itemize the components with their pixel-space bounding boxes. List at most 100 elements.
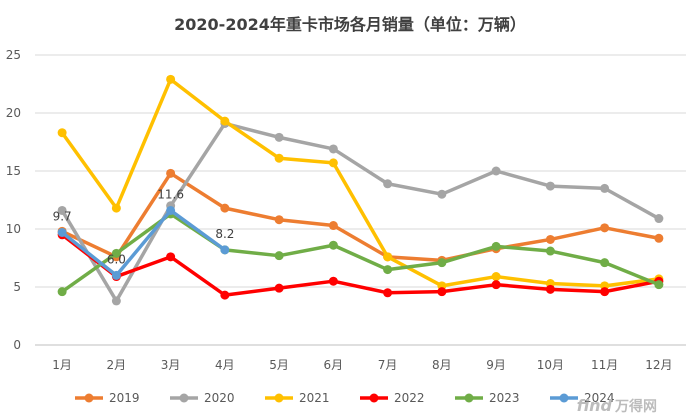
- data-point: [166, 252, 176, 262]
- legend-marker: [179, 393, 189, 403]
- legend-label: 2019: [109, 391, 140, 405]
- data-point: [383, 179, 393, 189]
- y-tick-label: 10: [6, 222, 21, 236]
- x-tick-label: 10月: [537, 358, 564, 372]
- data-point: [111, 203, 121, 213]
- y-tick-label: 0: [13, 338, 21, 352]
- legend-marker: [274, 393, 284, 403]
- data-point: [654, 233, 664, 243]
- data-point: [437, 287, 447, 297]
- data-label: 9.7: [53, 209, 72, 223]
- watermark-brand: find: [577, 396, 613, 415]
- data-point: [328, 144, 338, 154]
- data-point: [600, 223, 610, 233]
- data-point: [220, 290, 230, 300]
- legend-label: 2023: [489, 391, 520, 405]
- legend-label: 2021: [299, 391, 330, 405]
- data-point: [220, 203, 230, 213]
- data-point: [274, 132, 284, 142]
- data-point: [383, 252, 393, 262]
- data-point: [111, 296, 121, 306]
- data-point: [111, 248, 121, 258]
- series-line: [60, 233, 661, 297]
- x-tick-label: 4月: [215, 358, 235, 372]
- grid: [35, 54, 686, 346]
- data-point: [545, 284, 555, 294]
- data-point: [166, 168, 176, 178]
- data-labels: 9.7 6.0 11.6 8.2: [53, 187, 235, 266]
- legend-marker: [84, 393, 94, 403]
- y-tick-label: 25: [6, 48, 21, 62]
- data-point: [57, 128, 67, 138]
- series-line: [60, 77, 661, 288]
- data-point: [383, 288, 393, 298]
- data-label: 8.2: [215, 227, 234, 241]
- chart-title: 2020-2024年重卡市场各月销量（单位：万辆）: [174, 15, 526, 34]
- x-tick-label: 9月: [486, 358, 506, 372]
- y-tick-label: 20: [6, 106, 21, 120]
- y-tick-label: 5: [13, 280, 21, 294]
- series-line: [60, 212, 661, 294]
- data-point: [328, 240, 338, 250]
- x-tick-label: 11月: [591, 358, 618, 372]
- series-line: [60, 171, 661, 263]
- data-point: [328, 221, 338, 231]
- legend-item: 2019: [75, 391, 140, 405]
- x-tick-label: 3月: [161, 358, 181, 372]
- legend-item: 2024: [550, 391, 615, 405]
- x-tick-label: 6月: [324, 358, 344, 372]
- data-point: [545, 246, 555, 256]
- data-point: [57, 205, 67, 215]
- data-point: [600, 183, 610, 193]
- legend-item: 2021: [265, 391, 330, 405]
- data-point: [274, 153, 284, 163]
- data-point: [274, 283, 284, 293]
- data-point: [220, 245, 230, 255]
- data-label: 11.6: [157, 187, 184, 201]
- plot-area: [57, 74, 664, 306]
- y-tick-label: 15: [6, 164, 21, 178]
- legend-marker: [464, 393, 474, 403]
- legend-marker: [559, 393, 569, 403]
- data-point: [545, 181, 555, 191]
- legend: 2019 2020 2021 2022 2023 2024: [75, 391, 615, 405]
- x-axis: 1月 2月 3月 4月 5月 6月 7月 8月 9月 10月 11月 12月: [52, 358, 672, 372]
- data-point: [437, 189, 447, 199]
- data-point: [57, 227, 67, 237]
- data-point: [491, 166, 501, 176]
- data-point: [491, 241, 501, 251]
- legend-item: 2022: [360, 391, 425, 405]
- data-point: [111, 270, 121, 280]
- data-point: [437, 258, 447, 268]
- watermark: find 万得网: [577, 396, 657, 415]
- x-tick-label: 1月: [52, 358, 72, 372]
- data-point: [600, 287, 610, 297]
- legend-label: 2022: [394, 391, 425, 405]
- series-line: [60, 208, 227, 278]
- data-point: [545, 234, 555, 244]
- watermark-text: 万得网: [614, 398, 657, 415]
- data-point: [220, 116, 230, 126]
- x-tick-label: 8月: [432, 358, 452, 372]
- legend-marker: [369, 393, 379, 403]
- data-point: [166, 74, 176, 84]
- data-point: [491, 272, 501, 282]
- legend-item: 2023: [455, 391, 520, 405]
- data-point: [57, 287, 67, 297]
- x-tick-label: 5月: [269, 358, 289, 372]
- data-point: [383, 265, 393, 275]
- series-2019: [57, 168, 664, 265]
- series-2024: [57, 205, 230, 280]
- data-point: [491, 280, 501, 290]
- legend-label: 2020: [204, 391, 235, 405]
- legend-item: 2020: [170, 391, 235, 405]
- x-tick-label: 2月: [107, 358, 127, 372]
- legend-label: 2024: [584, 391, 615, 405]
- x-tick-label: 12月: [645, 358, 672, 372]
- data-point: [654, 280, 664, 290]
- x-tick-label: 7月: [378, 358, 398, 372]
- data-label: 6.0: [107, 252, 126, 266]
- data-point: [328, 158, 338, 168]
- data-point: [654, 214, 664, 224]
